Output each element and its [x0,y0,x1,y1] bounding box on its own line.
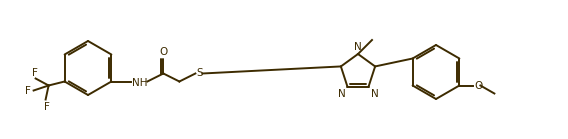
Text: N: N [370,89,378,99]
Text: N: N [337,89,345,99]
Text: F: F [32,68,37,78]
Text: N: N [354,42,362,52]
Text: S: S [197,68,203,78]
Text: F: F [44,101,49,111]
Text: O: O [159,47,168,56]
Text: NH: NH [132,78,148,87]
Text: F: F [25,85,31,95]
Text: O: O [474,80,483,90]
